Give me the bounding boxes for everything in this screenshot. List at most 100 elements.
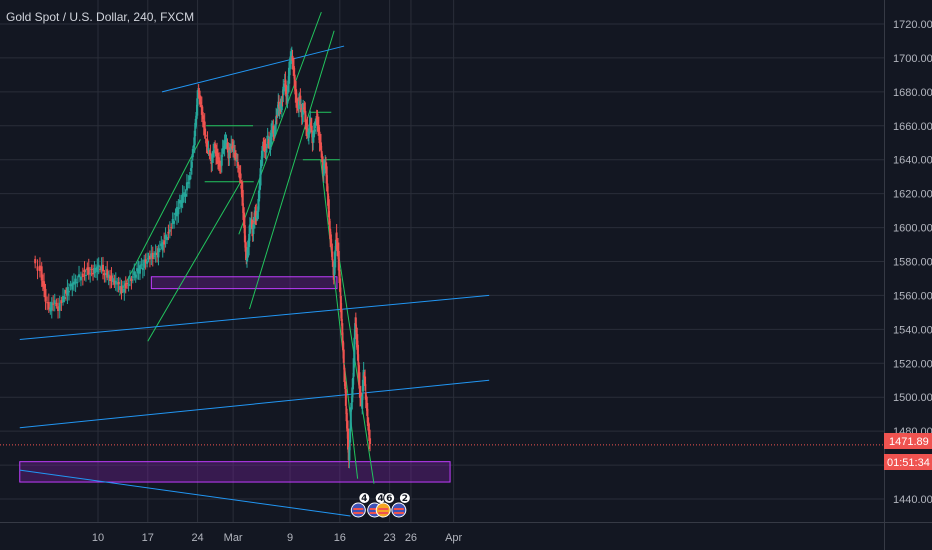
candle-body — [302, 108, 305, 115]
candle-body — [107, 274, 110, 278]
price-tick-label: 1680.00 — [893, 87, 932, 99]
candle-body — [258, 191, 261, 202]
candle-body — [291, 55, 294, 61]
candle-body — [337, 250, 340, 271]
candle-body — [181, 193, 184, 204]
candle-body — [194, 118, 197, 129]
candle-body — [203, 121, 206, 135]
candle-body — [344, 383, 347, 390]
candle-body — [362, 369, 365, 386]
price-tick-label: 1700.00 — [893, 53, 932, 65]
candle-body — [106, 269, 109, 278]
candle-body — [235, 160, 238, 162]
candle-body — [358, 372, 361, 389]
candle-body — [312, 133, 315, 142]
price-tick-label: 1540.00 — [893, 324, 932, 336]
candle-body — [257, 198, 260, 212]
candle-body — [52, 303, 55, 305]
candle-body — [189, 168, 192, 171]
candle-body — [321, 159, 324, 163]
candle-body — [153, 255, 156, 257]
candle-body — [146, 261, 149, 264]
candle-body — [350, 402, 353, 409]
chart-title: Gold Spot / U.S. Dollar, 240, FXCM — [6, 10, 195, 24]
candle-body — [218, 160, 221, 166]
candle-body — [221, 148, 224, 154]
candle-body — [72, 281, 75, 285]
price-axis[interactable]: 1440.001460.001480.001500.001520.001540.… — [893, 19, 932, 506]
candle-body — [175, 206, 178, 217]
candle-body — [340, 309, 343, 322]
candle-body — [171, 218, 174, 224]
event-flag-stripe — [393, 508, 404, 510]
candle-body — [167, 231, 170, 234]
candle-body — [349, 407, 352, 429]
candle-body — [34, 259, 37, 264]
candle-body — [351, 387, 354, 403]
trend-line-green — [147, 179, 243, 342]
candle-body — [241, 189, 244, 205]
candle-body — [306, 125, 309, 135]
candle-body — [299, 95, 302, 105]
price-tick-label: 1560.00 — [893, 290, 932, 302]
candle-body — [170, 227, 173, 229]
candle-body — [361, 396, 364, 409]
candle-body — [357, 362, 360, 379]
candle-body — [136, 268, 139, 272]
candle-body — [356, 334, 359, 350]
candle-body — [41, 280, 44, 287]
candle-body — [104, 273, 107, 276]
candle-body — [199, 101, 202, 105]
candle-body — [46, 302, 49, 304]
event-flag-stripe — [369, 512, 380, 514]
candle-body — [183, 192, 186, 195]
candle-body — [342, 349, 345, 363]
candle-body — [368, 429, 371, 442]
candle-body — [265, 150, 268, 152]
candle-body — [290, 53, 293, 64]
candle-body — [310, 125, 313, 132]
candle-body — [84, 274, 87, 276]
candle-body — [343, 368, 346, 383]
candle-body — [266, 135, 269, 143]
candle-body — [177, 207, 180, 215]
time-axis[interactable]: 10 17 24 Mar 9 16 23 26 Apr — [92, 532, 463, 544]
time-tick-label: 10 — [92, 532, 104, 544]
candle-body — [71, 282, 74, 290]
price-candles — [34, 46, 372, 469]
candle-body — [349, 428, 352, 443]
trend-line-green — [337, 252, 375, 484]
candle-body — [276, 109, 279, 116]
candle-body — [364, 376, 367, 387]
candle-body — [232, 141, 235, 151]
candle-body — [333, 260, 336, 276]
candle-body — [185, 182, 188, 191]
candle-body — [126, 282, 129, 284]
candle-body — [219, 165, 222, 167]
candle-body — [180, 200, 183, 208]
candle-body — [314, 121, 317, 123]
candle-body — [123, 288, 126, 293]
candle-body — [334, 250, 337, 268]
candle-body — [76, 282, 79, 284]
candle-body — [318, 131, 321, 144]
event-count-badge — [383, 492, 396, 504]
candle-body — [369, 438, 372, 445]
price-tick-label: 1440.00 — [893, 494, 932, 506]
candle-body — [141, 267, 144, 271]
candle-body — [273, 129, 276, 135]
candle-body — [209, 152, 212, 156]
candle-body — [50, 302, 53, 311]
candle-body — [197, 90, 200, 92]
candle-body — [296, 101, 299, 107]
candle-body — [273, 134, 276, 138]
candle-body — [339, 295, 342, 313]
price-tick-label: 1660.00 — [893, 121, 932, 133]
candle-body — [337, 243, 340, 254]
candle-body — [347, 428, 350, 450]
candle-body — [325, 166, 328, 184]
candle-body — [79, 276, 82, 281]
candle-body — [113, 280, 116, 285]
